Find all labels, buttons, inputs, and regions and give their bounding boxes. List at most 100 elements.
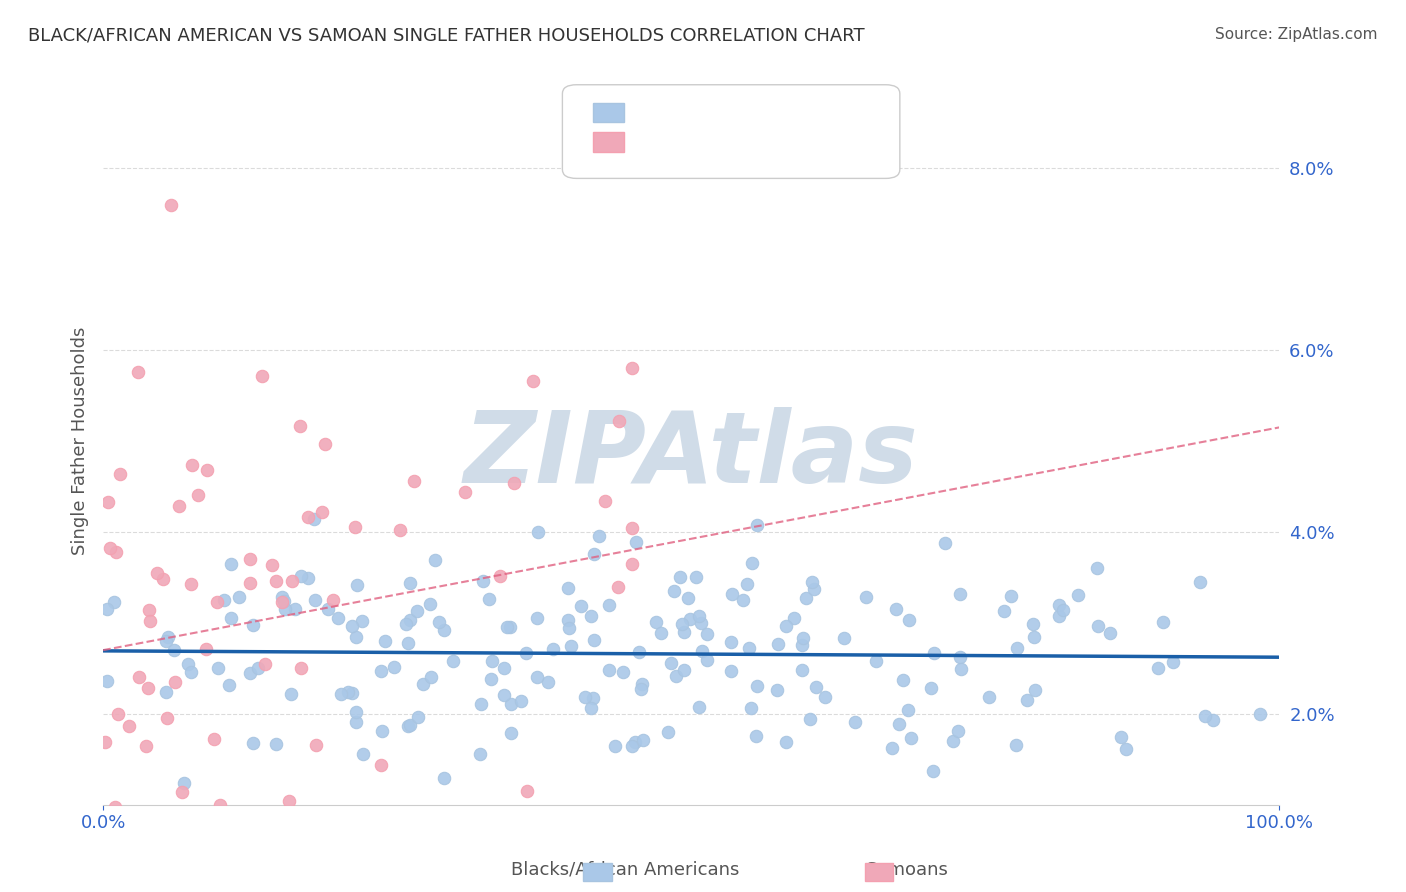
Point	[627, 645, 650, 659]
Point	[621, 558, 644, 572]
Point	[671, 617, 693, 632]
Point	[264, 574, 287, 589]
Point	[527, 524, 550, 539]
Point	[949, 649, 972, 664]
Point	[1005, 738, 1028, 752]
Point	[623, 735, 645, 749]
Point	[270, 590, 292, 604]
Point	[1249, 706, 1271, 721]
Point	[745, 680, 768, 694]
Point	[266, 737, 288, 751]
Point	[499, 620, 522, 634]
Point	[406, 710, 429, 724]
Point	[494, 688, 516, 702]
Point	[108, 467, 131, 481]
Point	[558, 621, 581, 635]
Point	[396, 719, 419, 733]
Point	[111, 843, 134, 857]
Point	[98, 541, 121, 556]
Point	[221, 557, 243, 571]
Point	[370, 758, 392, 772]
Point	[522, 374, 544, 388]
Point	[799, 712, 821, 726]
Point	[515, 646, 537, 660]
Point	[1152, 615, 1174, 629]
Point	[735, 577, 758, 591]
Point	[598, 664, 620, 678]
Point	[855, 590, 877, 604]
Point	[180, 576, 202, 591]
Point	[479, 672, 502, 686]
Text: R =  0.192  N = 70: R = 0.192 N = 70	[633, 133, 828, 151]
Point	[1022, 617, 1045, 632]
Point	[470, 697, 492, 711]
Point	[207, 661, 229, 675]
Point	[252, 369, 274, 384]
Point	[790, 663, 813, 677]
Point	[794, 591, 817, 605]
Point	[429, 615, 451, 629]
Point	[745, 518, 768, 533]
Point	[1163, 656, 1185, 670]
Point	[950, 662, 973, 676]
Point	[633, 732, 655, 747]
Point	[607, 414, 630, 428]
Point	[157, 843, 180, 857]
Point	[470, 747, 492, 762]
Point	[195, 463, 218, 477]
Point	[865, 654, 887, 668]
Point	[696, 627, 718, 641]
Point	[202, 731, 225, 746]
Point	[887, 717, 910, 731]
Point	[155, 685, 177, 699]
Point	[112, 837, 135, 851]
Point	[1067, 588, 1090, 602]
Point	[270, 595, 292, 609]
Text: Blacks/African Americans: Blacks/African Americans	[512, 861, 740, 879]
Point	[569, 599, 592, 613]
Point	[342, 619, 364, 633]
Point	[659, 656, 682, 670]
Text: Source: ZipAtlas.com: Source: ZipAtlas.com	[1215, 27, 1378, 42]
Point	[665, 669, 688, 683]
Point	[1099, 625, 1122, 640]
Point	[344, 706, 367, 720]
Point	[481, 654, 503, 668]
Point	[177, 657, 200, 671]
Point	[679, 612, 702, 626]
Point	[844, 714, 866, 729]
Point	[1189, 575, 1212, 590]
Point	[526, 669, 548, 683]
Point	[1115, 742, 1137, 756]
Point	[374, 634, 396, 648]
Point	[342, 686, 364, 700]
Point	[399, 575, 422, 590]
Point	[1202, 713, 1225, 727]
Point	[581, 609, 603, 624]
Point	[1085, 560, 1108, 574]
Point	[314, 436, 336, 450]
Point	[832, 632, 855, 646]
Point	[273, 594, 295, 608]
Point	[419, 670, 441, 684]
Point	[800, 574, 823, 589]
Point	[738, 641, 761, 656]
Point	[288, 419, 311, 434]
Point	[284, 601, 307, 615]
Point	[139, 614, 162, 628]
Point	[1047, 598, 1070, 612]
Point	[195, 642, 218, 657]
Point	[297, 571, 319, 585]
Point	[1147, 661, 1170, 675]
Point	[146, 566, 169, 581]
Point	[588, 529, 610, 543]
Point	[246, 661, 269, 675]
Point	[582, 691, 605, 706]
Point	[114, 843, 136, 857]
Point	[128, 670, 150, 684]
Point	[922, 764, 945, 778]
Point	[96, 602, 118, 616]
Point	[574, 690, 596, 705]
Point	[489, 569, 512, 583]
Point	[1194, 708, 1216, 723]
